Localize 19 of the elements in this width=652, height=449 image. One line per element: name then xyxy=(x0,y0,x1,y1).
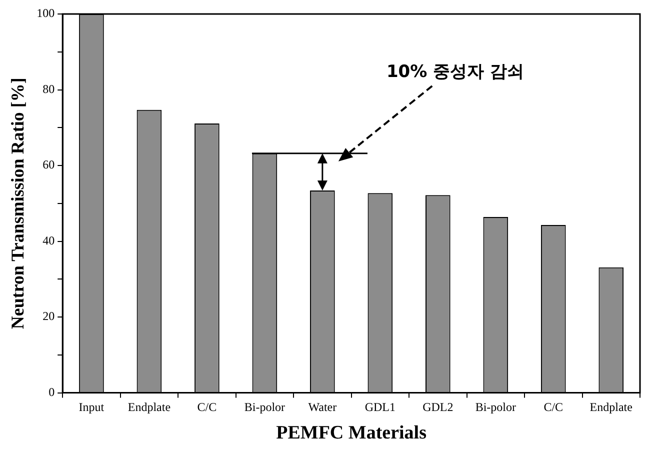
y-tick-label: 80 xyxy=(42,82,55,96)
y-tick-label: 20 xyxy=(42,309,55,324)
x-tick-label: GDL1 xyxy=(364,400,396,414)
x-axis-title: PEMFC Materials xyxy=(276,422,426,444)
x-tick-label: Water xyxy=(308,400,337,414)
x-tick-label: Input xyxy=(78,400,105,414)
y-tick-label: 100 xyxy=(36,6,55,20)
annotation: 10% 중성자 감쇠 xyxy=(386,62,524,82)
y-axis-title: Neutron Transmission Ratio [%] xyxy=(7,78,28,330)
x-tick-label: C/C xyxy=(544,400,564,414)
y-tick-label: 0 xyxy=(48,384,55,399)
x-tick-label: Endplate xyxy=(128,400,171,414)
x-tick-label: Bi-polor xyxy=(475,400,516,414)
x-tick-label: Endplate xyxy=(590,400,632,414)
x-tick-label: C/C xyxy=(197,400,217,414)
y-tick-label: 60 xyxy=(42,158,55,172)
y-tick-label: 40 xyxy=(42,233,55,248)
x-tick-label: Bi-polor xyxy=(244,400,286,414)
x-tick-label: GDL2 xyxy=(422,400,454,414)
